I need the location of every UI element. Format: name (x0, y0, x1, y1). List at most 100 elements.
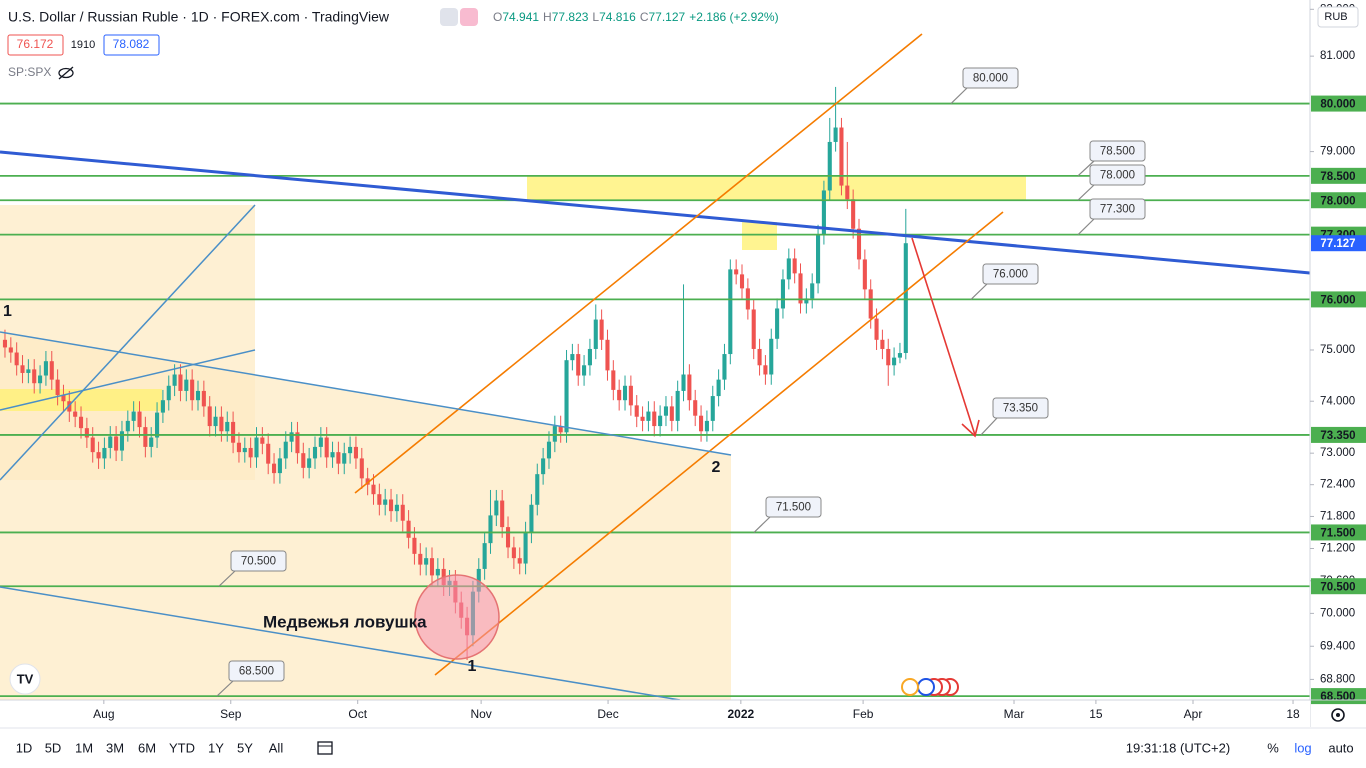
header-icon[interactable] (440, 8, 458, 26)
candle-body (84, 428, 89, 438)
candle-body (330, 452, 335, 458)
candle-body (324, 437, 329, 458)
candle-body (266, 443, 271, 464)
candle-body (716, 379, 721, 397)
timeframe-button[interactable]: 6M (138, 740, 156, 755)
candle-body (406, 520, 411, 538)
timeframe-button[interactable]: 1Y (208, 740, 224, 755)
scale-mode[interactable]: log (1294, 740, 1311, 755)
candle-body (388, 499, 394, 512)
channel-line (0, 204, 256, 481)
timeframe-button[interactable]: YTD (169, 740, 195, 755)
candle-body (529, 504, 534, 533)
candle-body (424, 558, 429, 565)
candle-body (511, 547, 516, 559)
candle-body (283, 441, 288, 459)
candle-body (61, 395, 66, 402)
timeframes: 1D 5D 1M 3M 6M YTD 1Y 5Y All (16, 740, 284, 755)
y-axis: 82.00081.00079.00075.00074.00073.00072.4… (1310, 3, 1366, 705)
candle-body (418, 553, 423, 565)
candle-body (219, 416, 224, 432)
highlight-box (527, 175, 1026, 200)
candle-body (780, 279, 786, 309)
currency-button[interactable] (1317, 6, 1359, 28)
candle-body (564, 360, 569, 433)
candle-body (599, 319, 604, 340)
x-tick-label: Feb (853, 707, 874, 721)
settings-icon[interactable] (1331, 708, 1345, 722)
candle-body (318, 437, 323, 447)
callout-label: 77.300 (1100, 204, 1135, 216)
candle-body (903, 243, 908, 353)
timeframe-button[interactable]: 1D (16, 740, 33, 755)
last-price-bg (1311, 235, 1366, 252)
callout-box (982, 263, 1039, 285)
candle-body (272, 463, 277, 474)
candle-body (494, 500, 499, 516)
candle-body (131, 411, 136, 421)
timeframe-button[interactable]: 5Y (237, 740, 253, 755)
candle-body (541, 458, 546, 475)
ohlc-label: O (493, 10, 502, 24)
callout-label: 78.000 (1100, 170, 1135, 182)
levels (0, 102, 1310, 697)
candle-body (32, 369, 37, 384)
candle-body (816, 234, 821, 284)
y-tick-label: 75.000 (1320, 344, 1355, 356)
callout-label: 71.500 (776, 502, 811, 514)
candle-body (90, 437, 95, 453)
buy-button[interactable] (103, 34, 160, 56)
time-axis[interactable] (0, 700, 1310, 727)
candle-body (260, 437, 265, 444)
timeframe-button[interactable]: All (269, 740, 284, 755)
candle-body (312, 446, 318, 459)
candle-body (336, 452, 341, 464)
candle-body (792, 258, 797, 274)
candle-body (102, 447, 107, 459)
candle-body (851, 199, 856, 229)
svg-text:TV: TV (17, 671, 34, 686)
y-tick-label: 72.400 (1320, 479, 1355, 491)
trap-circle (414, 574, 500, 660)
header-icon[interactable] (460, 8, 478, 26)
candle-body (190, 379, 195, 401)
candle-body (804, 298, 809, 304)
candle-body (488, 515, 493, 544)
level-axis-label: 68.500 (1320, 691, 1355, 703)
candle-body (73, 411, 78, 417)
candle-body (78, 416, 84, 429)
candle-body (640, 416, 645, 421)
callout-box (765, 496, 822, 518)
candle-body (833, 127, 838, 142)
candle-body (517, 558, 522, 564)
callout-pointer (1077, 160, 1095, 177)
candle-body (155, 412, 160, 438)
y-tick-label: 71.200 (1320, 543, 1355, 555)
timeframe-button[interactable]: 1M (75, 740, 93, 755)
currency: RUB (1324, 11, 1347, 23)
timeframe-button[interactable]: 5D (45, 740, 62, 755)
candle-body (353, 446, 358, 459)
candle-body (14, 352, 19, 366)
sell-button[interactable] (7, 34, 64, 56)
candle-body (301, 453, 306, 468)
hide-icon[interactable] (58, 66, 74, 80)
candle-body (149, 437, 154, 447)
scale-mode[interactable]: % (1267, 740, 1279, 755)
timeframe-button[interactable]: 3M (106, 740, 124, 755)
trend-line (0, 150, 1311, 275)
sell-price: 76.172 (17, 37, 54, 51)
candle-body (687, 374, 692, 401)
candle-body (897, 353, 902, 358)
candle-body (119, 431, 125, 451)
indicator[interactable]: SP:SPX (8, 65, 51, 79)
candle-body (652, 411, 657, 427)
scale-mode[interactable]: auto (1328, 740, 1353, 755)
y-tick-label: 69.400 (1320, 640, 1355, 652)
candle-body (412, 537, 417, 554)
candle-body (587, 348, 592, 366)
callout-pointer (1077, 218, 1095, 236)
y-tick-label: 70.000 (1320, 607, 1355, 619)
date-range-icon[interactable] (317, 741, 333, 755)
candle-body (611, 370, 616, 390)
